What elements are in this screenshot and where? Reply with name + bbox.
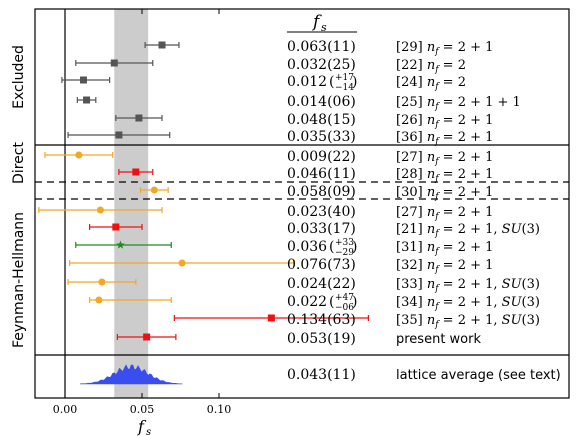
value-text: 0.048(15) — [287, 112, 356, 128]
value-text-paren: ( — [329, 74, 334, 90]
data-point — [116, 240, 125, 249]
reference-label: [34] nf = 2 + 1, SU(3) — [396, 295, 540, 312]
value-text-err-high: +33 — [335, 238, 354, 248]
section-label: Direct — [11, 142, 27, 184]
reference-label: [28] nf = 2 + 1 — [396, 167, 493, 184]
value-text-paren: ) — [352, 74, 357, 90]
value-text-err-high: +17 — [335, 73, 354, 83]
reference-label: [24] nf = 2 — [396, 75, 466, 92]
x-tick-label: 0.05 — [130, 403, 155, 416]
value-text-err-low: −14 — [335, 83, 354, 93]
reference-label: [36] nf = 2 + 1 — [396, 130, 493, 147]
value-text-paren: ( — [329, 294, 334, 310]
reference-label: [26] nf = 2 + 1 — [396, 113, 493, 130]
reference-label: [31] nf = 2 + 1 — [396, 240, 493, 257]
average-value-text: 0.043(11) — [287, 367, 356, 383]
reference-label: [29] nf = 2 + 1 — [396, 40, 493, 57]
data-point — [132, 168, 140, 176]
value-column-title-subscript: s — [321, 21, 327, 34]
data-point — [79, 76, 87, 84]
x-tick-label: 0.10 — [207, 403, 232, 416]
data-point — [95, 296, 103, 304]
average-band — [114, 9, 149, 398]
reference-label: [30] nf = 2 + 1 — [396, 185, 493, 202]
data-point — [96, 206, 104, 214]
value-text: 0.032(25) — [287, 57, 356, 73]
value-text: 0.033(17) — [287, 221, 356, 237]
reference-label: [35] nf = 2 + 1, SU(3) — [396, 313, 540, 330]
x-tick-label: 0.00 — [53, 403, 78, 416]
value-text-paren: ( — [329, 239, 334, 255]
reference-label: [21] nf = 2 + 1, SU(3) — [396, 222, 540, 239]
reference-label: [33] nf = 2 + 1, SU(3) — [396, 277, 540, 294]
data-point — [267, 314, 275, 322]
x-axis-label-subscript: s — [146, 427, 151, 436]
value-text: 0.022 — [287, 294, 327, 310]
value-text: 0.023(40) — [287, 204, 356, 220]
value-text: 0.134(63) — [287, 312, 356, 328]
value-text: 0.014(06) — [287, 94, 356, 110]
data-point — [83, 96, 91, 104]
data-point — [135, 114, 143, 122]
data-point — [143, 333, 151, 341]
value-column-title: f — [311, 12, 322, 32]
reference-label: [25] nf = 2 + 1 + 1 — [396, 95, 521, 112]
value-text: 0.046(11) — [287, 166, 356, 182]
average-distribution — [80, 364, 183, 385]
value-text-paren: ) — [352, 239, 357, 255]
data-point — [115, 131, 123, 139]
reference-label: [22] nf = 2 — [396, 58, 466, 75]
data-point — [98, 278, 106, 286]
section-label: Feynman-Hellmann — [11, 212, 27, 348]
value-text: 0.009(22) — [287, 149, 356, 165]
data-point — [158, 41, 166, 49]
value-text: 0.012 — [287, 74, 327, 90]
reference-label: [27] nf = 2 + 1 — [396, 205, 493, 222]
plot-frame — [34, 8, 570, 399]
data-point — [112, 223, 120, 231]
value-text: 0.024(22) — [287, 276, 356, 292]
x-axis-label: f — [137, 417, 147, 436]
average-label: lattice average (see text) — [396, 368, 561, 383]
data-point — [75, 151, 83, 159]
reference-label: [32] nf = 2 + 1 — [396, 258, 493, 275]
value-text-err-high: +47 — [335, 293, 354, 303]
value-text: 0.035(33) — [287, 129, 356, 145]
data-point — [150, 186, 158, 194]
value-text-paren: ) — [352, 294, 357, 310]
value-text-err-low: −06 — [335, 303, 354, 313]
value-text: 0.053(19) — [287, 331, 356, 347]
reference-label: [27] nf = 2 + 1 — [396, 150, 493, 167]
value-text: 0.076(73) — [287, 257, 356, 273]
reference-label: present work — [396, 332, 481, 347]
value-text: 0.063(11) — [287, 39, 356, 55]
value-text: 0.058(09) — [287, 184, 356, 200]
section-label: Excluded — [11, 45, 27, 109]
data-point — [178, 259, 186, 267]
value-text: 0.036 — [287, 239, 327, 255]
data-point — [110, 59, 118, 67]
value-text-err-low: −29 — [335, 248, 354, 258]
